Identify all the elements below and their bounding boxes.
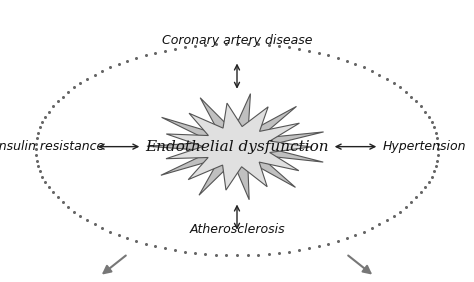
Text: Coronary artery disease: Coronary artery disease bbox=[162, 34, 312, 47]
Text: Endothelial dysfunction: Endothelial dysfunction bbox=[145, 140, 329, 154]
Polygon shape bbox=[147, 94, 324, 200]
Text: Hypertension: Hypertension bbox=[383, 140, 466, 153]
Polygon shape bbox=[166, 103, 311, 190]
Text: Insulin resistance: Insulin resistance bbox=[0, 140, 104, 153]
Text: Atherosclerosis: Atherosclerosis bbox=[189, 223, 285, 236]
